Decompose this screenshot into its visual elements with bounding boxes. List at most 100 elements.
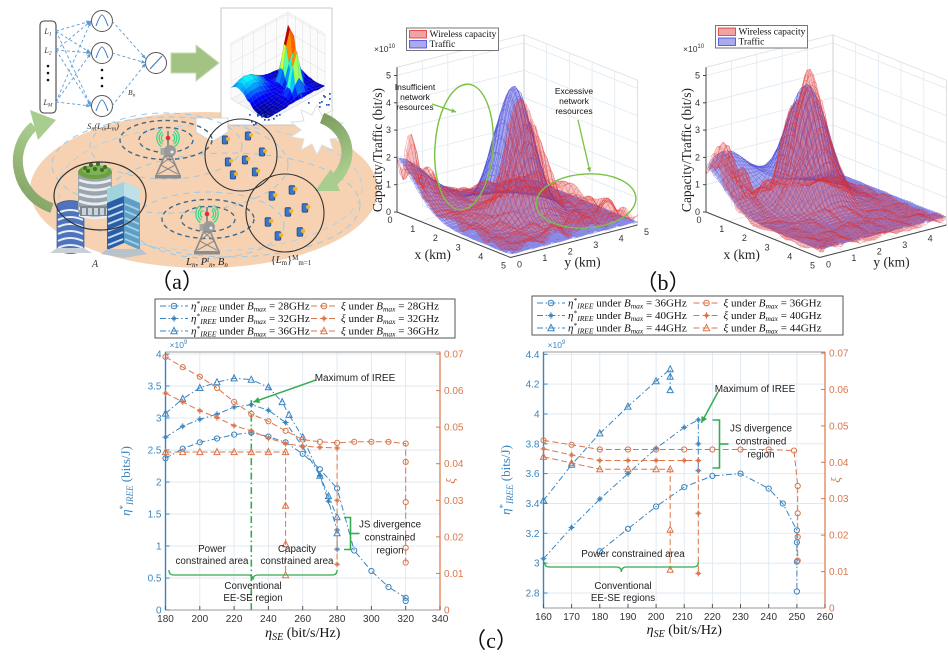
svg-text:η*IREE under Bmax = 36GHz: η*IREE under Bmax = 36GHz [568, 296, 687, 311]
svg-text:2: 2 [742, 233, 747, 243]
svg-text:5: 5 [810, 261, 815, 271]
svg-text:η*IREE under Bmax = 28GHz: η*IREE under Bmax = 28GHz [191, 299, 310, 314]
svg-text:5: 5 [644, 227, 649, 237]
svg-text:0: 0 [829, 604, 835, 615]
svg-text:（b）: （b） [635, 270, 690, 295]
svg-text:4: 4 [928, 234, 933, 244]
svg-text:0: 0 [387, 215, 392, 225]
svg-text:×109: ×109 [548, 340, 566, 350]
svg-text:1: 1 [695, 180, 700, 190]
svg-text:network: network [400, 92, 431, 102]
svg-text:ξ under Bmax = 40GHz: ξ under Bmax = 40GHz [724, 310, 822, 323]
svg-text:0.02: 0.02 [829, 531, 849, 542]
svg-text:4.4: 4.4 [526, 350, 540, 361]
svg-text:x (km): x (km) [724, 247, 760, 262]
svg-text:0: 0 [386, 207, 391, 217]
svg-text:4.2: 4.2 [526, 380, 540, 391]
svg-text:Power: Power [198, 544, 227, 555]
svg-text:Insufficient: Insufficient [395, 82, 436, 92]
svg-text:0: 0 [517, 260, 522, 270]
svg-text:3: 3 [456, 242, 461, 252]
svg-text:0.04: 0.04 [444, 459, 464, 470]
svg-text:0.07: 0.07 [829, 349, 849, 360]
svg-text:ξ under Bmax = 32GHz: ξ under Bmax = 32GHz [341, 313, 439, 326]
svg-text:3: 3 [593, 240, 598, 250]
svg-text:Capacity/Traffic (bit/s): Capacity/Traffic (bit/s) [679, 88, 694, 212]
svg-text:ηSE (bit/s/Hz): ηSE (bit/s/Hz) [265, 626, 341, 643]
svg-text:Excessive: Excessive [555, 86, 594, 96]
svg-text:resources: resources [555, 106, 592, 116]
svg-text:3.4: 3.4 [526, 499, 540, 510]
svg-text:4: 4 [478, 251, 483, 261]
svg-text:ξ under Bmax = 36GHz: ξ under Bmax = 36GHz [724, 298, 822, 311]
svg-text:4: 4 [156, 350, 162, 361]
svg-text:0: 0 [156, 606, 162, 617]
svg-text:2.5: 2.5 [148, 446, 162, 457]
svg-text:y (km): y (km) [873, 255, 909, 270]
svg-text:ξ under Bmax = 44GHz: ξ under Bmax = 44GHz [724, 323, 822, 336]
svg-text:region: region [747, 450, 774, 461]
svg-text:0.06: 0.06 [829, 385, 849, 396]
svg-text:3.2: 3.2 [526, 529, 540, 540]
svg-text:260: 260 [817, 612, 834, 623]
svg-text:ξ under Bmax = 36GHz: ξ under Bmax = 36GHz [341, 326, 439, 339]
svg-text:ξ: ξ [443, 478, 458, 484]
svg-text:（c）: （c） [464, 628, 518, 653]
svg-text:Traffic: Traffic [430, 39, 456, 50]
svg-text:constrained area: constrained area [176, 556, 250, 567]
svg-text:Capacity: Capacity [278, 544, 316, 555]
svg-text:4: 4 [619, 234, 624, 244]
svg-text:5: 5 [386, 71, 391, 81]
svg-text:Ln, Ptn, Bn: Ln, Ptn, Bn [185, 256, 228, 269]
svg-text:ηSE (bit/s/Hz): ηSE (bit/s/Hz) [647, 623, 723, 640]
svg-text:η*IREE under Bmax = 36GHz: η*IREE under Bmax = 36GHz [191, 324, 310, 339]
svg-text:3: 3 [386, 125, 391, 135]
svg-text:Maximum of IREE: Maximum of IREE [315, 373, 396, 384]
svg-text:5: 5 [695, 71, 700, 81]
svg-text:320: 320 [397, 614, 414, 625]
svg-text:1: 1 [410, 224, 415, 234]
svg-text:0.06: 0.06 [444, 386, 464, 397]
svg-text:2: 2 [386, 152, 391, 162]
svg-text:ξ: ξ [828, 477, 843, 483]
svg-text:0.03: 0.03 [444, 496, 464, 507]
svg-text:η*IREE under Bmax = 32GHz: η*IREE under Bmax = 32GHz [191, 312, 310, 327]
svg-text:280: 280 [329, 614, 346, 625]
svg-text:LM: LM [42, 98, 52, 109]
svg-text:Sn(Ln,Lm): Sn(Ln,Lm) [87, 121, 119, 133]
svg-text:240: 240 [260, 614, 277, 625]
svg-text:1: 1 [851, 253, 856, 263]
svg-text:constrained: constrained [365, 533, 416, 544]
svg-text:230: 230 [732, 612, 749, 623]
svg-text:JS divergence: JS divergence [730, 424, 793, 435]
svg-text:3: 3 [156, 414, 162, 425]
svg-text:200: 200 [648, 612, 665, 623]
svg-text:220: 220 [704, 612, 721, 623]
svg-text:180: 180 [591, 612, 608, 623]
svg-text:EE-SE regions: EE-SE regions [591, 593, 655, 604]
svg-text:×1010: ×1010 [374, 44, 396, 54]
svg-text:300: 300 [363, 614, 380, 625]
svg-text:1.5: 1.5 [148, 510, 162, 521]
svg-text:η*IREE under Bmax = 44GHz: η*IREE under Bmax = 44GHz [568, 321, 687, 336]
svg-text:160: 160 [535, 612, 552, 623]
svg-text:4: 4 [534, 410, 540, 421]
svg-text:constrained: constrained [736, 437, 787, 448]
svg-text:5: 5 [501, 261, 506, 271]
svg-text:1: 1 [386, 180, 391, 190]
svg-text:2: 2 [568, 247, 573, 257]
svg-text:3: 3 [902, 240, 907, 250]
svg-text:η*IREE (bits/J): η*IREE (bits/J) [498, 445, 515, 515]
svg-text:Wireless capacity: Wireless capacity [430, 30, 497, 40]
svg-text:network: network [559, 96, 590, 106]
svg-text:3.6: 3.6 [526, 469, 540, 480]
svg-text:2: 2 [156, 478, 162, 489]
svg-text:y (km): y (km) [564, 255, 600, 270]
svg-text:Bn: Bn [128, 88, 136, 99]
svg-text:Traffic: Traffic [739, 37, 765, 48]
svg-text:0: 0 [826, 260, 831, 270]
svg-text:0.01: 0.01 [444, 569, 464, 580]
svg-text:JS divergence: JS divergence [359, 520, 422, 531]
svg-text:3: 3 [765, 242, 770, 252]
svg-text:0: 0 [444, 606, 450, 617]
